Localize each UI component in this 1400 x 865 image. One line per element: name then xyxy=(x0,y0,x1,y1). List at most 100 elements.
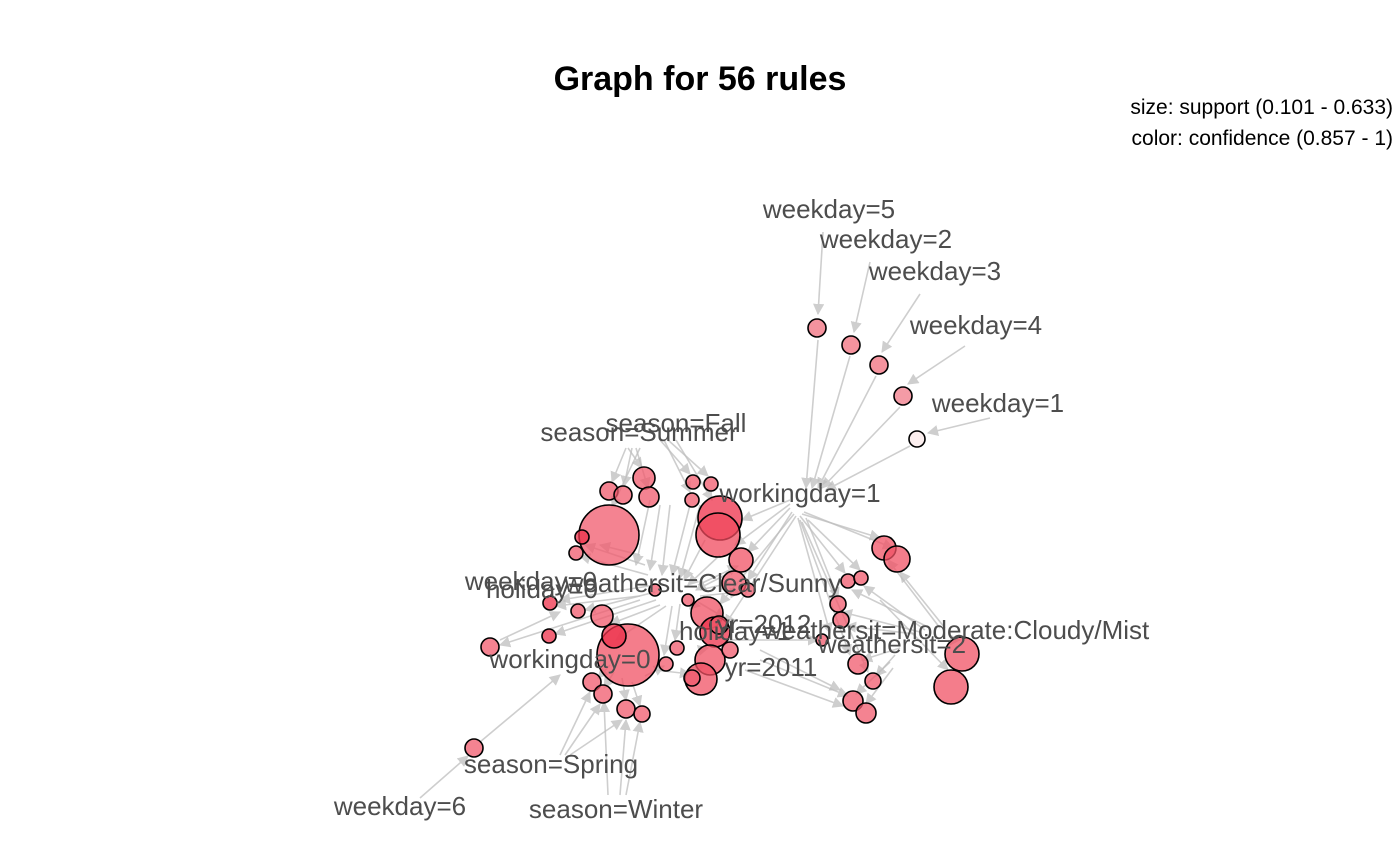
rule-node xyxy=(541,628,557,644)
rule-edge xyxy=(817,375,877,489)
rule-edge xyxy=(498,599,641,648)
rule-edge xyxy=(744,669,845,708)
rule-node xyxy=(893,386,913,406)
rule-node xyxy=(944,636,980,672)
rule-edge xyxy=(799,515,846,574)
rule-node xyxy=(633,705,651,723)
rule-node xyxy=(658,656,674,672)
rule-node xyxy=(542,595,558,611)
rule-node xyxy=(601,623,627,649)
rule-node xyxy=(570,603,586,619)
rule-edge xyxy=(660,605,673,657)
item-label-holiday-0: holiday=0 xyxy=(486,574,598,604)
rule-node xyxy=(574,529,590,545)
rule-edge xyxy=(821,406,901,489)
rule-node xyxy=(807,318,827,338)
rule-node xyxy=(864,672,882,690)
rule-edge xyxy=(598,700,611,796)
rule-node xyxy=(832,611,850,629)
rule-edge xyxy=(569,719,623,756)
legend-size-text: size: support (0.101 - 0.633) xyxy=(1130,96,1393,119)
rule-node xyxy=(908,430,926,448)
rule-edge xyxy=(899,571,946,629)
rule-node xyxy=(593,684,613,704)
item-label-weekday-5: weekday=5 xyxy=(762,194,895,224)
rule-node xyxy=(684,492,700,508)
rule-edge xyxy=(863,585,926,631)
item-label-season-spring: season=Spring xyxy=(464,749,638,779)
graph-title: Graph for 56 rules xyxy=(554,60,847,98)
rule-edge xyxy=(724,515,797,626)
item-label-yr-2011: yr=2011 xyxy=(725,652,818,682)
rule-node xyxy=(847,653,869,675)
rule-edge xyxy=(669,504,691,577)
rule-node xyxy=(709,615,729,635)
rule-edge xyxy=(608,604,661,626)
item-label-workingday-1: workingday=1 xyxy=(718,478,880,508)
rule-edge xyxy=(844,621,916,635)
rule-edge xyxy=(559,690,591,756)
item-label-weekday-2: weekday=2 xyxy=(819,224,952,254)
rule-edge xyxy=(801,513,882,541)
item-label-workingday-0: workingday=0 xyxy=(488,644,650,674)
rule-edge xyxy=(881,293,921,353)
item-label-weekday-4: weekday=4 xyxy=(909,310,1042,340)
rule-node xyxy=(648,583,662,597)
rule-edge xyxy=(799,519,852,657)
rule-nodes xyxy=(464,318,980,758)
rule-node xyxy=(616,699,636,719)
item-label-weathersit-mist: weathersit=Moderate:Cloudy/Mist xyxy=(762,615,1150,645)
rule-edge xyxy=(747,507,791,553)
item-label-holiday-1: holiday=1 xyxy=(679,616,791,646)
item-label-season-summer: season=Summer xyxy=(540,417,738,447)
rule-edge xyxy=(813,231,825,316)
rule-edge xyxy=(670,603,682,642)
rule-node xyxy=(853,570,869,586)
rule-edge xyxy=(926,417,991,437)
rule-node xyxy=(855,702,877,724)
rule-node xyxy=(464,738,484,758)
item-label-weathersit-clear: weathersit=Clear/Sunny xyxy=(564,568,842,598)
rule-edge xyxy=(479,674,561,743)
item-label-yr-2012: yr=2012 xyxy=(717,609,812,639)
rule-node xyxy=(740,582,756,598)
rule-edge xyxy=(879,599,949,671)
rule-edge xyxy=(697,565,740,586)
rule-node xyxy=(841,335,861,355)
rule-edge xyxy=(659,439,691,475)
item-label-season-fall: season=Fall xyxy=(606,408,747,438)
rule-edge xyxy=(610,447,627,484)
rule-edge xyxy=(801,339,819,490)
rule-edge xyxy=(667,439,709,477)
rule-edge xyxy=(809,355,851,490)
rule-node xyxy=(582,672,602,692)
rule-node xyxy=(728,547,754,573)
rule-edge xyxy=(554,595,641,611)
rule-edge xyxy=(657,504,671,577)
item-label-weekday-1: weekday=1 xyxy=(931,388,1064,418)
rule-node xyxy=(933,669,969,705)
rule-edge xyxy=(675,439,713,501)
rule-edge xyxy=(759,659,850,698)
rule-edge xyxy=(625,720,644,796)
item-label-season-winter: season=Winter xyxy=(529,794,703,824)
rule-edge xyxy=(654,667,692,679)
item-label-weathersit-2: weathersit=2 xyxy=(817,629,966,659)
rule-edge xyxy=(860,647,901,663)
rule-node xyxy=(613,485,633,505)
rule-node xyxy=(703,476,719,492)
rule-node xyxy=(840,573,856,589)
rule-edge xyxy=(677,504,701,580)
rule-node xyxy=(721,641,739,659)
item-labels: weekday=5 weekday=2 weekday=3 weekday=4 … xyxy=(333,194,1150,824)
rule-node xyxy=(869,355,889,375)
rule-edge xyxy=(734,503,791,546)
rule-node xyxy=(681,593,695,607)
rule-edge xyxy=(825,445,911,491)
rule-node xyxy=(683,669,701,687)
rule-node xyxy=(669,640,685,656)
rule-edge xyxy=(419,755,469,799)
rule-node xyxy=(685,474,701,490)
rule-edge xyxy=(807,519,861,571)
